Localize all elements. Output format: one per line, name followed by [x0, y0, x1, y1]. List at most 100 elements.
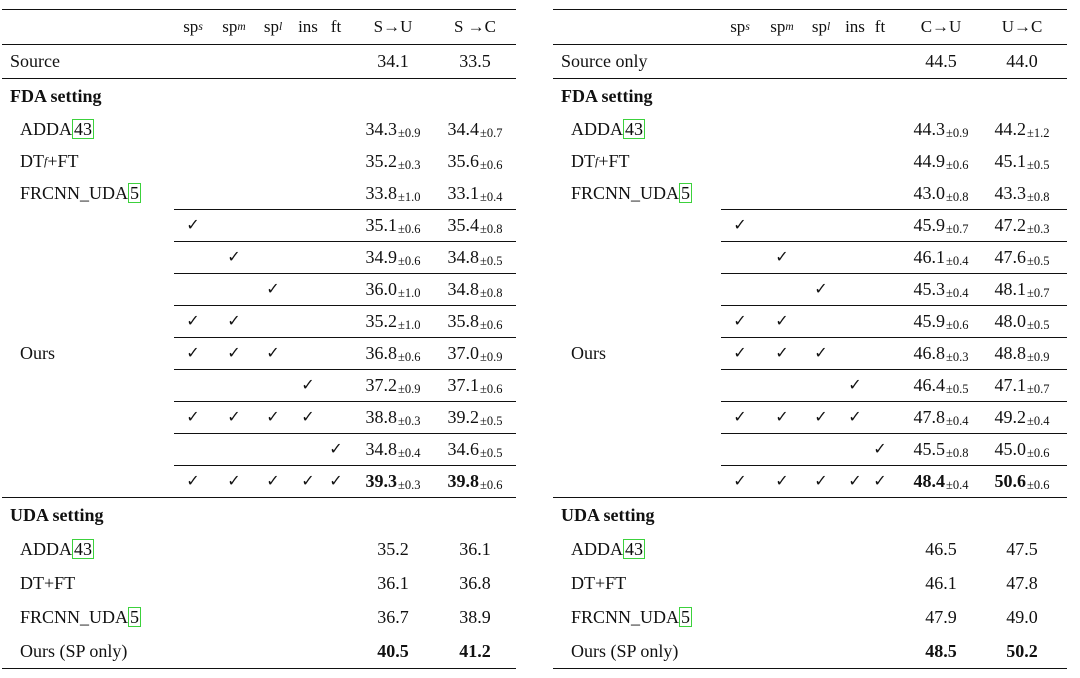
result-value: 39.3 [365, 470, 398, 491]
row-label: FRCNN_UDA 5 [571, 600, 693, 634]
checkmark-icon: ✓ [266, 473, 280, 490]
result-value: 45.3 [913, 278, 946, 299]
citation-link: 43 [72, 538, 94, 560]
checkmark-icon: ✓ [848, 409, 862, 426]
method-name-suffix: +FT [47, 150, 79, 171]
std-dev: ±0.7 [1027, 285, 1050, 300]
header-row: sp s sp m sp l ins ft C→U U→C [553, 9, 1067, 44]
result-value: 47.2 [994, 214, 1027, 235]
result-value: 34.6 [447, 438, 480, 459]
checkmark-icon: ✓ [186, 345, 200, 362]
std-dev: ±0.6 [480, 477, 503, 492]
row-label: DT f +FT [20, 145, 79, 177]
std-dev: ±1.0 [398, 285, 421, 300]
result-value: 36.8 [459, 572, 491, 593]
checkmark-cell: ✓ [263, 337, 283, 369]
result-cell: 47.1 ±0.7 [979, 369, 1065, 401]
result-cell: 36.8 [432, 566, 518, 600]
header-text: S→U [373, 17, 413, 36]
header-text: sp [770, 17, 786, 36]
row-label: DT+FT [571, 566, 626, 600]
row-rule [174, 273, 516, 274]
checkmark-cell: ✓ [326, 433, 346, 465]
result-cell: 47.8 [979, 566, 1065, 600]
result-value: 38.9 [459, 606, 491, 627]
ablation-row: ✓ 45.3 ±0.4 48.1 ±0.7 [553, 273, 1067, 305]
row-rule [721, 241, 1067, 242]
result-value: 50.6 [994, 470, 1027, 491]
result-value: 35.1 [365, 214, 398, 235]
left-results-table: sp s sp m sp l ins ft S→U S →C Source 34.1 33.5 FDA s… [2, 9, 516, 670]
std-dev: ±0.6 [398, 253, 421, 268]
result-cell: 35.6 ±0.6 [432, 145, 518, 177]
result-value: 44.5 [925, 51, 957, 71]
result-cell: 46.1 ±0.4 [898, 241, 984, 273]
result-value: 49.0 [1006, 606, 1038, 627]
checkmark-cell: ✓ [298, 465, 318, 497]
column-header-target2: S →C [432, 10, 518, 44]
checkmark-icon: ✓ [814, 473, 828, 490]
method-name: FRCNN_UDA [20, 606, 129, 627]
result-value: 41.2 [459, 640, 491, 661]
checkmark-cell: ✓ [811, 401, 831, 433]
std-dev: ±0.8 [946, 189, 969, 204]
std-dev: ±0.8 [480, 285, 503, 300]
source-label: Source only [561, 51, 648, 71]
uda-row: DT+FT 36.1 36.8 [2, 566, 516, 600]
method-name-suffix: +FT [598, 150, 630, 171]
checkmark-icon: ✓ [814, 345, 828, 362]
checkmark-cell: ✓ [224, 241, 244, 273]
std-dev: ±0.6 [946, 317, 969, 332]
result-value: 35.8 [447, 310, 480, 331]
result-cell: 35.1 ±0.6 [350, 209, 436, 241]
result-value: 37.1 [447, 374, 480, 395]
result-value: 34.3 [365, 118, 398, 139]
uda-row: Ours (SP only) 40.5 41.2 [2, 634, 516, 668]
result-value: 50.2 [1006, 640, 1038, 661]
checkmark-cell: ✓ [263, 465, 283, 497]
result-value: 35.4 [447, 214, 480, 235]
header-subscript: m [237, 21, 246, 33]
method-name: ADDA [571, 538, 623, 559]
result-value: 37.2 [365, 374, 398, 395]
result-cell: 46.5 [898, 532, 984, 566]
citation-link: 43 [623, 118, 645, 140]
checkmark-cell: ✓ [811, 465, 831, 497]
checkmark-cell: ✓ [772, 305, 792, 337]
checkmark-icon: ✓ [227, 473, 241, 490]
checkmark-icon: ✓ [775, 249, 789, 266]
result-cell: 34.3 ±0.9 [350, 113, 436, 145]
result-cell: 39.2 ±0.5 [432, 401, 518, 433]
checkmark-icon: ✓ [733, 217, 747, 234]
result-cell: 35.2 ±1.0 [350, 305, 436, 337]
result-cell: 47.8 ±0.4 [898, 401, 984, 433]
section-title: UDA setting [561, 498, 655, 532]
row-rule [174, 337, 516, 338]
column-header-target1: S→U [350, 10, 436, 44]
result-cell: 36.8 ±0.6 [350, 337, 436, 369]
checkmark-icon: ✓ [227, 249, 241, 266]
result-value: 36.1 [459, 538, 491, 559]
std-dev: ±0.5 [946, 381, 969, 396]
column-header-target2: U→C [979, 10, 1065, 44]
result-cell: 49.2 ±0.4 [979, 401, 1065, 433]
row-label: DT f +FT [571, 145, 630, 177]
std-dev: ±0.5 [1027, 317, 1050, 332]
std-dev: ±0.9 [1027, 349, 1050, 364]
method-name: ADDA [571, 118, 623, 139]
result-value: 49.2 [994, 406, 1027, 427]
result-value: 39.2 [447, 406, 480, 427]
std-dev: ±0.7 [480, 125, 503, 140]
result-cell: 44.3 ±0.9 [898, 113, 984, 145]
result-cell: 34.8 ±0.5 [432, 241, 518, 273]
section-header-fda: FDA setting [553, 78, 1067, 113]
checkmark-icon: ✓ [186, 409, 200, 426]
checkmark-cell: ✓ [870, 465, 890, 497]
baseline-row: FRCNN_UDA 5 43.0 ±0.8 43.3 ±0.8 [553, 177, 1067, 209]
std-dev: ±0.6 [1027, 445, 1050, 460]
result-cell: 48.4 ±0.4 [898, 465, 984, 497]
std-dev: ±0.8 [1027, 189, 1050, 204]
result-value: 38.8 [365, 406, 398, 427]
result-cell: 35.4 ±0.8 [432, 209, 518, 241]
checkmark-cell: ✓ [845, 401, 865, 433]
